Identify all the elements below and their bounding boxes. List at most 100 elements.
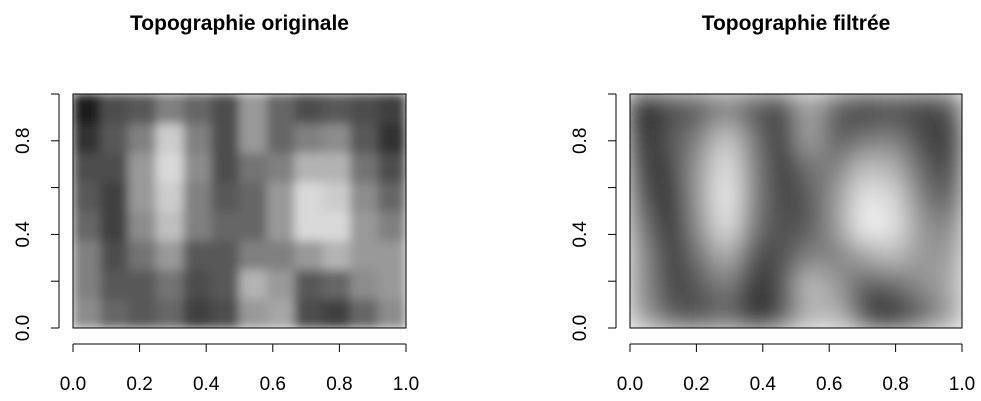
cell (795, 210, 825, 241)
x-tick-label: 0.4 (750, 374, 777, 395)
cell (350, 269, 379, 300)
cell (684, 181, 714, 212)
cell (933, 269, 962, 300)
cell (767, 152, 797, 183)
panel: Topographie filtrée 0.0 0.2 0.4 0.6 0.8 1.0 0.0… (570, 12, 975, 395)
cell (73, 94, 102, 124)
cell (128, 298, 157, 328)
cell (294, 298, 324, 328)
cell (377, 94, 406, 124)
cell (128, 210, 157, 241)
y-tick-label: 0.4 (570, 221, 591, 248)
cell (377, 239, 406, 270)
cell (322, 152, 351, 183)
cell (712, 239, 742, 270)
cell (73, 181, 102, 212)
cell (906, 122, 935, 153)
cell (350, 239, 379, 270)
cell (850, 94, 880, 124)
cell (933, 94, 962, 124)
cell (906, 239, 935, 270)
cell (878, 210, 908, 241)
cell (239, 210, 268, 241)
cell (740, 181, 769, 212)
x-tick-label: 0.2 (126, 374, 152, 395)
cell (100, 181, 129, 212)
cell (657, 298, 686, 328)
cell (350, 94, 379, 124)
cell (767, 298, 797, 328)
x-tick-label: 0.0 (617, 374, 643, 395)
cell (322, 122, 351, 153)
cell (183, 210, 213, 241)
cell (933, 239, 962, 270)
cell (767, 94, 797, 124)
cell (906, 152, 935, 183)
cell (100, 298, 129, 328)
plot-frame (72, 93, 407, 329)
cell (128, 122, 157, 153)
cell (850, 298, 880, 328)
cell (823, 152, 852, 183)
cell (823, 210, 852, 241)
cell (684, 298, 714, 328)
cell (740, 298, 769, 328)
cell (239, 122, 268, 153)
cell (630, 239, 659, 270)
cell (377, 298, 406, 328)
cell (322, 269, 351, 300)
heatmap (630, 94, 962, 328)
cell (712, 269, 742, 300)
cell (155, 269, 185, 300)
cell (630, 94, 659, 124)
x-tick-label: 1.0 (393, 374, 419, 395)
cell (183, 239, 213, 270)
cell (684, 269, 714, 300)
cell (128, 152, 157, 183)
x-tick-label: 0.8 (326, 374, 352, 395)
cell (630, 181, 659, 212)
cell (823, 122, 852, 153)
y-tick-label: 0.8 (13, 128, 34, 154)
cell (657, 94, 686, 124)
cell (684, 94, 714, 124)
cell (767, 210, 797, 241)
cell (906, 298, 935, 328)
cell (128, 239, 157, 270)
cell (100, 210, 129, 241)
cell (73, 152, 102, 183)
cell (850, 269, 880, 300)
cell (266, 152, 296, 183)
cell (239, 152, 268, 183)
cell (878, 94, 908, 124)
cell (377, 152, 406, 183)
cell (684, 239, 714, 270)
cell (795, 122, 825, 153)
cell (266, 239, 296, 270)
cell (630, 298, 659, 328)
cell (100, 152, 129, 183)
cell (823, 239, 852, 270)
cell (73, 298, 102, 328)
cell (878, 152, 908, 183)
cell (183, 152, 213, 183)
cell (933, 181, 962, 212)
heatmap-clip (73, 94, 406, 328)
cell (767, 181, 797, 212)
cell (350, 298, 379, 328)
cell (100, 94, 129, 124)
cell (350, 210, 379, 241)
cell (850, 152, 880, 183)
x-tick-label: 0.6 (260, 374, 286, 395)
cell (211, 152, 240, 183)
cell (850, 181, 880, 212)
cell (630, 210, 659, 241)
y-tick-label: 0.8 (570, 128, 591, 154)
cell (183, 122, 213, 153)
cell (211, 269, 240, 300)
cell (211, 181, 240, 212)
cell (322, 239, 351, 270)
cell (73, 269, 102, 300)
cell (155, 152, 185, 183)
x-tick-label: 0.4 (193, 374, 220, 395)
